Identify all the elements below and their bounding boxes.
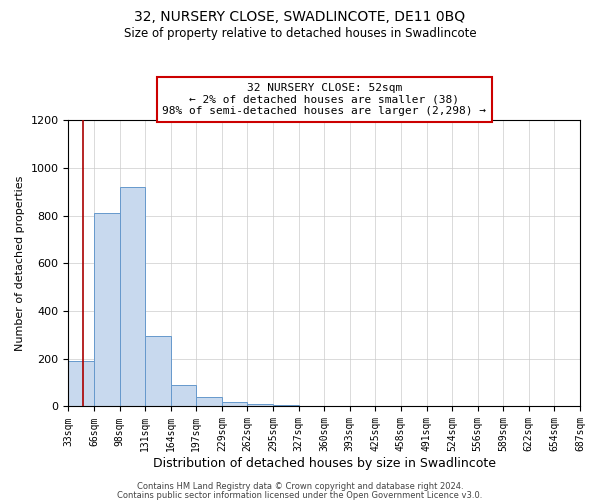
Bar <box>94 213 119 406</box>
X-axis label: Distribution of detached houses by size in Swadlincote: Distribution of detached houses by size … <box>153 457 496 470</box>
Bar <box>119 187 145 406</box>
Bar <box>273 404 299 406</box>
Text: 32, NURSERY CLOSE, SWADLINCOTE, DE11 0BQ: 32, NURSERY CLOSE, SWADLINCOTE, DE11 0BQ <box>134 10 466 24</box>
Text: Contains HM Land Registry data © Crown copyright and database right 2024.: Contains HM Land Registry data © Crown c… <box>137 482 463 491</box>
Text: Contains public sector information licensed under the Open Government Licence v3: Contains public sector information licen… <box>118 490 482 500</box>
Bar <box>68 361 94 406</box>
Text: 32 NURSERY CLOSE: 52sqm
← 2% of detached houses are smaller (38)
98% of semi-det: 32 NURSERY CLOSE: 52sqm ← 2% of detached… <box>162 83 486 116</box>
Bar <box>196 398 222 406</box>
Bar <box>171 386 196 406</box>
Y-axis label: Number of detached properties: Number of detached properties <box>15 176 25 351</box>
Bar <box>222 402 247 406</box>
Text: Size of property relative to detached houses in Swadlincote: Size of property relative to detached ho… <box>124 28 476 40</box>
Bar <box>247 404 273 406</box>
Bar <box>145 336 171 406</box>
